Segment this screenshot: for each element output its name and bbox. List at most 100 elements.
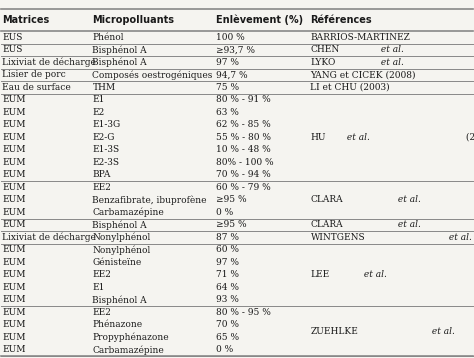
Text: E1: E1 <box>92 96 105 105</box>
Text: 60 %: 60 % <box>216 246 239 255</box>
Text: et al.: et al. <box>395 221 421 229</box>
Text: Micropolluants: Micropolluants <box>92 15 174 25</box>
Text: 60 % - 79 %: 60 % - 79 % <box>216 183 271 192</box>
Text: E1-3S: E1-3S <box>92 145 119 154</box>
Text: 70 % - 94 %: 70 % - 94 % <box>216 170 271 179</box>
Text: EE2: EE2 <box>92 270 111 280</box>
Text: Carbamazépine: Carbamazépine <box>92 208 164 217</box>
Text: et al.: et al. <box>378 45 404 54</box>
Text: 75 %: 75 % <box>216 83 239 92</box>
Text: Lixiviat de décharge: Lixiviat de décharge <box>2 233 96 242</box>
Text: 87 %: 87 % <box>216 233 239 242</box>
Text: CLARA: CLARA <box>310 221 343 229</box>
Text: E2: E2 <box>92 108 105 117</box>
Text: ZUEHLKE: ZUEHLKE <box>310 327 358 336</box>
Text: 10 % - 48 %: 10 % - 48 % <box>216 145 271 154</box>
Text: EUM: EUM <box>2 108 26 117</box>
Text: 70 %: 70 % <box>216 320 239 329</box>
Text: LYKO: LYKO <box>310 58 336 67</box>
Text: ≥93,7 %: ≥93,7 % <box>216 45 255 54</box>
Text: Lixiviat de décharge: Lixiviat de décharge <box>2 58 96 67</box>
Text: EE2: EE2 <box>92 308 111 317</box>
Text: ≥95 %: ≥95 % <box>216 195 246 204</box>
Text: 0 %: 0 % <box>216 208 233 217</box>
Text: (2007): (2007) <box>463 133 474 142</box>
Text: EUM: EUM <box>2 145 26 154</box>
Text: EUM: EUM <box>2 96 26 105</box>
Text: Matrices: Matrices <box>2 15 50 25</box>
Text: EUM: EUM <box>2 183 26 192</box>
Text: et al.: et al. <box>429 327 455 336</box>
Text: Lisier de porc: Lisier de porc <box>2 71 66 79</box>
Text: Bisphénol A: Bisphénol A <box>92 45 147 55</box>
Text: EUS: EUS <box>2 45 23 54</box>
Text: 63 %: 63 % <box>216 108 238 117</box>
Text: Phénol: Phénol <box>92 33 124 42</box>
Text: EUM: EUM <box>2 258 26 267</box>
Text: Nonylphénol: Nonylphénol <box>92 245 151 255</box>
Text: YANG et CICEK (2008): YANG et CICEK (2008) <box>310 71 416 79</box>
Text: 94,7 %: 94,7 % <box>216 71 247 79</box>
Text: 100 %: 100 % <box>216 33 245 42</box>
Text: EUM: EUM <box>2 221 26 229</box>
Text: CHEN: CHEN <box>310 45 340 54</box>
Text: EUM: EUM <box>2 345 26 354</box>
Text: 62 % - 85 %: 62 % - 85 % <box>216 120 271 129</box>
Text: EUM: EUM <box>2 270 26 280</box>
Text: Bisphénol A: Bisphénol A <box>92 220 147 230</box>
Text: 65 %: 65 % <box>216 333 239 342</box>
Text: EUM: EUM <box>2 283 26 292</box>
Text: EUM: EUM <box>2 246 26 255</box>
Text: 55 % - 80 %: 55 % - 80 % <box>216 133 271 142</box>
Text: WINTGENS: WINTGENS <box>310 233 365 242</box>
Text: ≥95 %: ≥95 % <box>216 221 246 229</box>
Text: et al.: et al. <box>395 195 421 204</box>
Text: EUM: EUM <box>2 133 26 142</box>
Text: E2-3S: E2-3S <box>92 158 119 167</box>
Text: EUM: EUM <box>2 120 26 129</box>
Text: 64 %: 64 % <box>216 283 239 292</box>
Text: EUM: EUM <box>2 308 26 317</box>
Text: EUS: EUS <box>2 33 23 42</box>
Text: EUM: EUM <box>2 195 26 204</box>
Text: E2-G: E2-G <box>92 133 115 142</box>
Text: EUM: EUM <box>2 208 26 217</box>
Text: EUM: EUM <box>2 295 26 304</box>
Text: Carbamazépine: Carbamazépine <box>92 345 164 355</box>
Text: Phénazone: Phénazone <box>92 320 143 329</box>
Text: 80 % - 91 %: 80 % - 91 % <box>216 96 271 105</box>
Text: et al.: et al. <box>361 270 387 280</box>
Text: 80 % - 95 %: 80 % - 95 % <box>216 308 271 317</box>
Text: Benzafibrate, ibuprofène: Benzafibrate, ibuprofène <box>92 195 207 205</box>
Text: et al.: et al. <box>344 133 370 142</box>
Text: 71 %: 71 % <box>216 270 239 280</box>
Text: LEE: LEE <box>310 270 330 280</box>
Text: 0 %: 0 % <box>216 345 233 354</box>
Text: BPA: BPA <box>92 170 111 179</box>
Text: LI et CHU (2003): LI et CHU (2003) <box>310 83 390 92</box>
Text: Bisphénol A: Bisphénol A <box>92 295 147 305</box>
Text: CLARA: CLARA <box>310 195 343 204</box>
Text: 97 %: 97 % <box>216 258 239 267</box>
Text: Génisteïne: Génisteïne <box>92 258 142 267</box>
Text: EE2: EE2 <box>92 183 111 192</box>
Text: EUM: EUM <box>2 320 26 329</box>
Text: Enlèvement (%): Enlèvement (%) <box>216 15 303 25</box>
Text: E1: E1 <box>92 283 105 292</box>
Text: Nonylphénol: Nonylphénol <box>92 233 151 242</box>
Text: EUM: EUM <box>2 170 26 179</box>
Text: BARRIOS-MARTINEZ: BARRIOS-MARTINEZ <box>310 33 410 42</box>
Text: Composés oestrogéniques: Composés oestrogéniques <box>92 70 213 79</box>
Text: 93 %: 93 % <box>216 295 238 304</box>
Text: et al.: et al. <box>378 58 404 67</box>
Text: Références: Références <box>310 15 372 25</box>
Text: EUM: EUM <box>2 158 26 167</box>
Text: Eau de surface: Eau de surface <box>2 83 71 92</box>
Text: Propyphénazone: Propyphénazone <box>92 333 169 342</box>
Text: 97 %: 97 % <box>216 58 239 67</box>
Text: HU: HU <box>310 133 326 142</box>
Text: THM: THM <box>92 83 116 92</box>
Text: E1-3G: E1-3G <box>92 120 121 129</box>
Text: 80% - 100 %: 80% - 100 % <box>216 158 273 167</box>
Text: EUM: EUM <box>2 333 26 342</box>
